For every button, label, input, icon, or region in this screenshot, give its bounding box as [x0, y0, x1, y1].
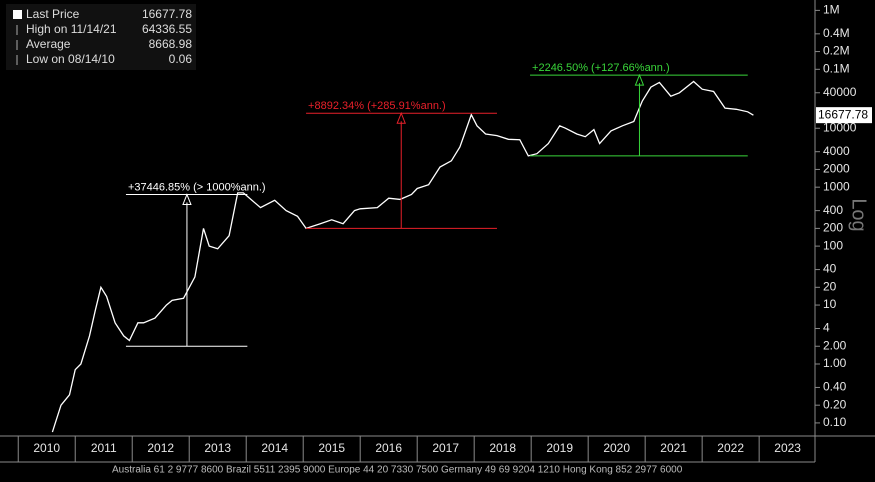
- y-tick-label: 200: [823, 221, 843, 235]
- y-tick-label: 100: [823, 238, 843, 252]
- legend-box: [6, 4, 196, 70]
- legend-label: Low on 08/14/10: [26, 52, 115, 66]
- y-tick-label: 0.1M: [823, 61, 850, 75]
- x-tick-label: 2016: [375, 441, 402, 455]
- legend-label: Average: [26, 37, 71, 51]
- arrow-head: [182, 193, 192, 206]
- arrow-head: [634, 73, 645, 86]
- y-tick-label: 2000: [823, 162, 850, 176]
- last-price-tag: [816, 107, 872, 124]
- annotation-text: +2246.50% (+127.66%ann.): [532, 62, 670, 74]
- y-tick-label: 20: [823, 279, 837, 293]
- x-tick-label: 2020: [603, 441, 630, 455]
- x-tick-label: 2012: [147, 441, 174, 455]
- y-tick-label: 40: [823, 262, 837, 276]
- y-tick-label: 2.00: [823, 338, 847, 352]
- x-tick-label: 2010: [33, 441, 60, 455]
- y-tick-label: 40000: [823, 85, 857, 99]
- y-tick-label: 0.20: [823, 397, 847, 411]
- legend-value: 8668.98: [149, 37, 193, 51]
- x-tick-label: 2017: [432, 441, 459, 455]
- legend-value: 16677.78: [142, 7, 192, 21]
- y-tick-label: 1.00: [823, 356, 847, 370]
- y-axis-label: Log: [848, 198, 870, 231]
- y-tick-label: 1000: [823, 179, 850, 193]
- legend-value: 0.06: [169, 52, 193, 66]
- legend-label: Last Price: [26, 7, 80, 21]
- legend-value: 64336.55: [142, 22, 192, 36]
- y-tick-label: 0.4M: [823, 26, 850, 40]
- annotation-text: +37446.85% (> 1000%ann.): [128, 181, 266, 193]
- last-price-label: 16677.78: [818, 107, 868, 121]
- annotation-text: +8892.34% (+285.91%ann.): [308, 100, 446, 112]
- legend-label: High on 11/14/21: [26, 22, 117, 36]
- y-tick-label: 4: [823, 321, 830, 335]
- x-tick-label: 2014: [261, 441, 288, 455]
- price-line: [51, 80, 754, 433]
- arrow-head: [396, 111, 406, 124]
- y-tick-label: 0.40: [823, 380, 847, 394]
- x-tick-label: 2022: [717, 441, 744, 455]
- x-tick-label: 2011: [91, 441, 117, 455]
- y-tick-label: 0.10: [823, 415, 847, 429]
- legend-swatch: [13, 10, 22, 19]
- y-tick-label: 1M: [823, 3, 840, 17]
- y-tick-label: 4000: [823, 144, 850, 158]
- y-tick-label: 10: [823, 297, 837, 311]
- x-tick-label: 2019: [546, 441, 573, 455]
- plot-area: [51, 80, 754, 433]
- x-tick-label: 2015: [318, 441, 345, 455]
- x-tick-label: 2023: [774, 441, 801, 455]
- x-tick-label: 2021: [660, 441, 687, 455]
- y-tick-label: 10000: [823, 120, 857, 134]
- footer: Australia 61 2 9777 8600 Brazil 5511 239…: [112, 465, 683, 476]
- y-tick-label: 0.2M: [823, 44, 850, 58]
- x-tick-label: 2018: [489, 441, 516, 455]
- x-tick-label: 2013: [204, 441, 231, 455]
- y-tick-label: 400: [823, 203, 843, 217]
